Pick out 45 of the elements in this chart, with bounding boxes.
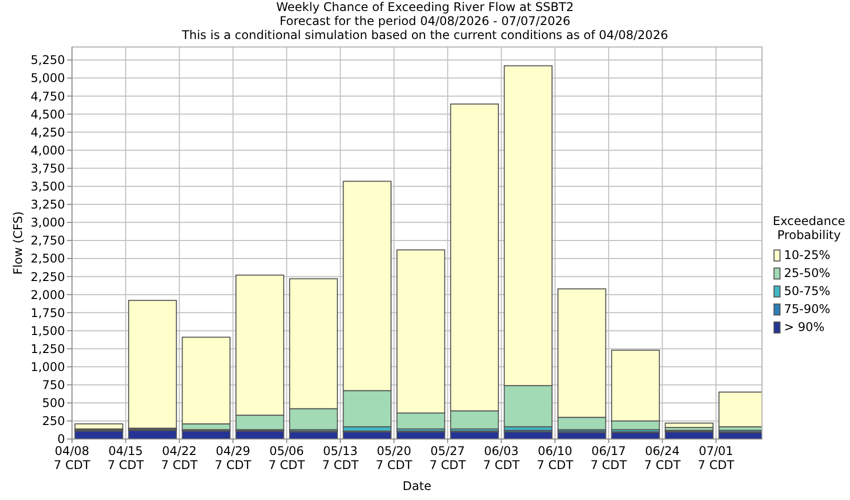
x-tick-label: 04/22 7 CDT xyxy=(161,444,198,472)
y-tick-label: 1,750 xyxy=(30,306,65,320)
legend-label: 25-50% xyxy=(784,266,830,280)
chart-title: Weekly Chance of Exceeding River Flow at SSBT2 xyxy=(276,0,574,14)
y-tick-label: 2,000 xyxy=(30,288,65,302)
y-tick-label: 1,500 xyxy=(30,324,65,338)
legend-label: 50-75% xyxy=(784,284,830,298)
y-tick-label: 1,250 xyxy=(30,342,65,356)
y-tick-label: 250 xyxy=(42,414,65,428)
y-tick-label: 3,500 xyxy=(30,180,65,194)
chart-subtitle: Forecast for the period 04/08/2026 - 07/07/2026 This is a conditional simulation based on the current conditions as of 04/08/2026 xyxy=(180,14,668,42)
x-tick-label: 05/13 7 CDT xyxy=(322,444,360,472)
legend-label: 75-90% xyxy=(784,302,830,316)
y-tick-label: 3,250 xyxy=(30,198,65,212)
legend-label: > 90% xyxy=(784,320,825,334)
y-tick-label: 2,250 xyxy=(30,270,65,284)
y-tick-label: 4,750 xyxy=(30,89,65,104)
x-tick-label: 04/29 7 CDT xyxy=(214,444,252,472)
y-axis-title: Flow (CFS) xyxy=(11,211,25,275)
y-tick-label: 500 xyxy=(42,396,65,410)
x-tick-label: 06/24 7 CDT xyxy=(644,444,682,472)
y-tick-label: 4,500 xyxy=(30,107,65,122)
x-tick-label: 04/08 7 CDT xyxy=(54,444,91,472)
y-tick-label: 4,000 xyxy=(30,143,65,158)
y-tick-label: 0 xyxy=(57,432,65,446)
legend-label: 10-25% xyxy=(784,248,830,262)
y-tick-label: 3,000 xyxy=(30,216,65,230)
y-tick-label: 2,500 xyxy=(30,252,65,266)
x-tick-label: 06/03 7 CDT xyxy=(483,444,520,472)
y-tick-label: 2,750 xyxy=(30,234,65,248)
y-tick-label: 5,250 xyxy=(30,53,65,68)
x-tick-label: 07/01 7 CDT xyxy=(698,444,735,472)
y-tick-label: 3,750 xyxy=(30,161,65,176)
x-axis-title: Date xyxy=(402,479,432,493)
x-tick-label: 06/10 7 CDT xyxy=(536,444,574,472)
y-tick-label: 1,000 xyxy=(30,360,65,374)
y-tick-label: 4,250 xyxy=(30,125,65,140)
y-tick-label: 750 xyxy=(42,378,65,392)
x-tick-label: 06/17 7 CDT xyxy=(590,444,628,472)
y-tick-label: 5,000 xyxy=(30,71,65,86)
legend-title: Exceedance Probability xyxy=(772,214,846,242)
x-tick-label: 05/27 7 CDT xyxy=(429,444,467,472)
x-tick-label: 05/06 7 CDT xyxy=(268,444,306,472)
x-tick-label: 05/20 7 CDT xyxy=(376,444,413,472)
x-tick-label: 04/15 7 CDT xyxy=(107,444,145,472)
